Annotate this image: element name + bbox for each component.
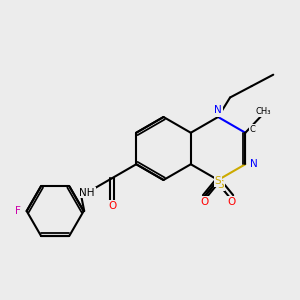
Text: N: N: [251, 159, 259, 169]
Text: O: O: [200, 197, 209, 207]
Text: N: N: [250, 159, 258, 169]
Text: NH: NH: [80, 188, 95, 198]
Text: O: O: [108, 201, 116, 211]
Text: S: S: [215, 176, 221, 187]
Text: O: O: [227, 197, 236, 207]
Text: N: N: [213, 106, 220, 117]
Text: F: F: [15, 206, 21, 216]
Text: N: N: [214, 105, 222, 116]
Text: C: C: [250, 124, 256, 134]
Text: CH₃: CH₃: [256, 107, 271, 116]
Text: S: S: [218, 180, 224, 190]
